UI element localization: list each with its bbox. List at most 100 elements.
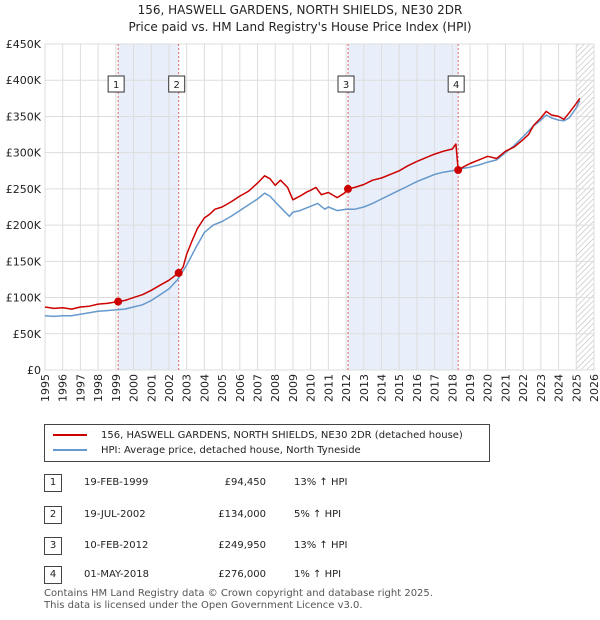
sale-label: 2 <box>168 75 186 93</box>
footer: Contains HM Land Registry data © Crown c… <box>44 588 433 612</box>
table-row: 2 19-JUL-2002 £134,000 5% ↑ HPI <box>44 506 464 524</box>
x-tick-label: 2015 <box>393 374 406 402</box>
legend-item-property: 156, HASWELL GARDENS, NORTH SHIELDS, NE3… <box>53 429 463 443</box>
x-tick-label: 2012 <box>340 374 353 402</box>
y-tick-label: £300K <box>6 147 42 160</box>
x-tick-label: 2000 <box>128 374 141 402</box>
sale-date: 01-MAY-2018 <box>84 569 150 580</box>
x-tick-label: 1996 <box>57 374 70 402</box>
sale-label: 1 <box>107 75 125 93</box>
x-tick-label: 2004 <box>198 374 211 402</box>
sale-hpi-diff: 1% ↑ HPI <box>294 569 342 580</box>
table-row: 3 10-FEB-2012 £249,950 13% ↑ HPI <box>44 537 464 555</box>
sale-label: 3 <box>337 75 355 93</box>
x-tick-label: 2010 <box>305 374 318 402</box>
x-tick-label: 2011 <box>322 374 335 402</box>
x-tick-label: 2021 <box>499 374 512 402</box>
sale-point <box>344 184 353 193</box>
x-tick-label: 2006 <box>234 374 247 402</box>
y-tick-label: £100K <box>6 292 42 305</box>
x-tick-label: 2002 <box>163 374 176 402</box>
y-tick-label: £400K <box>6 74 42 87</box>
sale-point <box>114 297 123 306</box>
footer-line-copyright: Contains HM Land Registry data © Crown c… <box>44 588 433 599</box>
table-row: 4 01-MAY-2018 £276,000 1% ↑ HPI <box>44 566 464 584</box>
sale-date: 10-FEB-2012 <box>84 540 149 551</box>
sale-number-badge: 3 <box>44 537 62 555</box>
x-tick-label: 2025 <box>570 374 583 402</box>
x-tick-label: 2001 <box>145 374 158 402</box>
x-tick-label: 2018 <box>446 374 459 402</box>
legend-label-property: 156, HASWELL GARDENS, NORTH SHIELDS, NE3… <box>101 430 463 441</box>
y-tick-label: £250K <box>6 183 42 196</box>
chart-title: 156, HASWELL GARDENS, NORTH SHIELDS, NE3… <box>137 3 463 17</box>
footer-line-licence: This data is licensed under the Open Gov… <box>44 600 363 611</box>
chart-subtitle: Price paid vs. HM Land Registry's House … <box>128 20 472 34</box>
sale-label-box <box>168 75 186 93</box>
y-tick-label: £150K <box>6 255 42 268</box>
sale-hpi-diff: 13% ↑ HPI <box>294 477 348 488</box>
sale-label: 4 <box>447 75 465 93</box>
sale-label-text: 2 <box>174 80 180 91</box>
y-tick-label: £450K <box>6 38 42 51</box>
legend-label-hpi: HPI: Average price, detached house, Nort… <box>101 445 361 456</box>
x-tick-label: 1995 <box>39 374 52 402</box>
sale-point <box>454 166 463 175</box>
sale-label-box <box>107 75 125 93</box>
y-tick-label: £200K <box>6 219 42 232</box>
series-line <box>44 97 581 310</box>
sale-label-box <box>447 75 465 93</box>
legend-item-hpi: HPI: Average price, detached house, Nort… <box>53 444 361 458</box>
sale-number-badge: 4 <box>44 566 62 584</box>
x-tick-label: 2026 <box>588 374 600 402</box>
sale-label-text: 4 <box>453 80 459 91</box>
y-tick-label: £50K <box>13 328 42 341</box>
y-tick-label: £350K <box>6 110 42 123</box>
x-tick-label: 1998 <box>92 374 105 402</box>
x-tick-label: 2017 <box>429 374 442 402</box>
sale-points <box>114 166 463 306</box>
x-tick-label: 2016 <box>411 374 424 402</box>
x-tick-label: 2013 <box>358 374 371 402</box>
sale-label-box <box>337 75 355 93</box>
sale-price: £249,950 <box>218 540 266 551</box>
shaded-period <box>118 44 179 370</box>
series-line <box>44 100 581 318</box>
sale-price: £134,000 <box>218 509 266 520</box>
x-tick-label: 2009 <box>287 374 300 402</box>
x-tick-label: 2008 <box>269 374 282 402</box>
sale-date: 19-FEB-1999 <box>84 477 149 488</box>
price-chart: 1 2 3 4 £0 £50K £100K £150K £200K £250K £300K £350… <box>6 38 600 402</box>
x-tick-label: 2014 <box>375 374 388 402</box>
x-tick-label: 2005 <box>216 374 229 402</box>
sale-hpi-diff: 5% ↑ HPI <box>294 509 342 520</box>
sale-date: 19-JUL-2002 <box>84 509 146 520</box>
sale-hpi-diff: 13% ↑ HPI <box>294 540 348 551</box>
sale-label-text: 1 <box>113 80 119 91</box>
chart-title-block: 156, HASWELL GARDENS, NORTH SHIELDS, NE3… <box>0 2 600 36</box>
y-axis-ticks: £0 £50K £100K £150K £200K £250K £300K £350K £400… <box>6 38 42 377</box>
sale-number-badge: 1 <box>44 474 62 492</box>
x-tick-label: 2023 <box>535 374 548 402</box>
forecast-hatch <box>576 44 594 370</box>
sale-label-text: 3 <box>343 80 349 91</box>
grid <box>44 43 595 371</box>
legend: 156, HASWELL GARDENS, NORTH SHIELDS, NE3… <box>44 424 490 462</box>
x-tick-label: 1997 <box>74 374 87 402</box>
x-tick-label: 1999 <box>110 374 123 402</box>
shaded-period <box>348 44 459 370</box>
x-tick-label: 2020 <box>482 374 495 402</box>
x-tick-label: 2007 <box>252 374 265 402</box>
x-tick-label: 2022 <box>517 374 530 402</box>
x-tick-label: 2019 <box>464 374 477 402</box>
legend-swatch-hpi <box>53 449 87 451</box>
y-tick-label: £0 <box>27 364 41 377</box>
sale-number-badge: 2 <box>44 506 62 524</box>
x-axis-ticks: 1995 1996 1997 1998 1999 2000 2001 2002 2003 2004… <box>39 374 600 402</box>
sale-labels: 1 2 3 4 <box>107 75 465 93</box>
sale-price: £276,000 <box>218 569 266 580</box>
legend-swatch-property <box>53 434 87 436</box>
sale-point <box>174 268 183 277</box>
series-lines <box>44 97 581 318</box>
x-tick-label: 2024 <box>553 374 566 402</box>
